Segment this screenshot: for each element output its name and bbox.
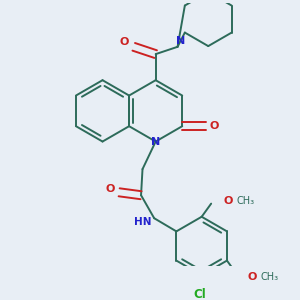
Text: O: O: [248, 272, 257, 282]
Text: O: O: [210, 121, 219, 131]
Text: O: O: [120, 38, 129, 47]
Text: Cl: Cl: [194, 288, 207, 300]
Text: N: N: [151, 136, 160, 146]
Text: CH₃: CH₃: [236, 196, 255, 206]
Text: CH₃: CH₃: [261, 272, 279, 282]
Text: N: N: [176, 36, 185, 46]
Text: HN: HN: [134, 217, 152, 227]
Text: O: O: [106, 184, 115, 194]
Text: O: O: [223, 196, 232, 206]
